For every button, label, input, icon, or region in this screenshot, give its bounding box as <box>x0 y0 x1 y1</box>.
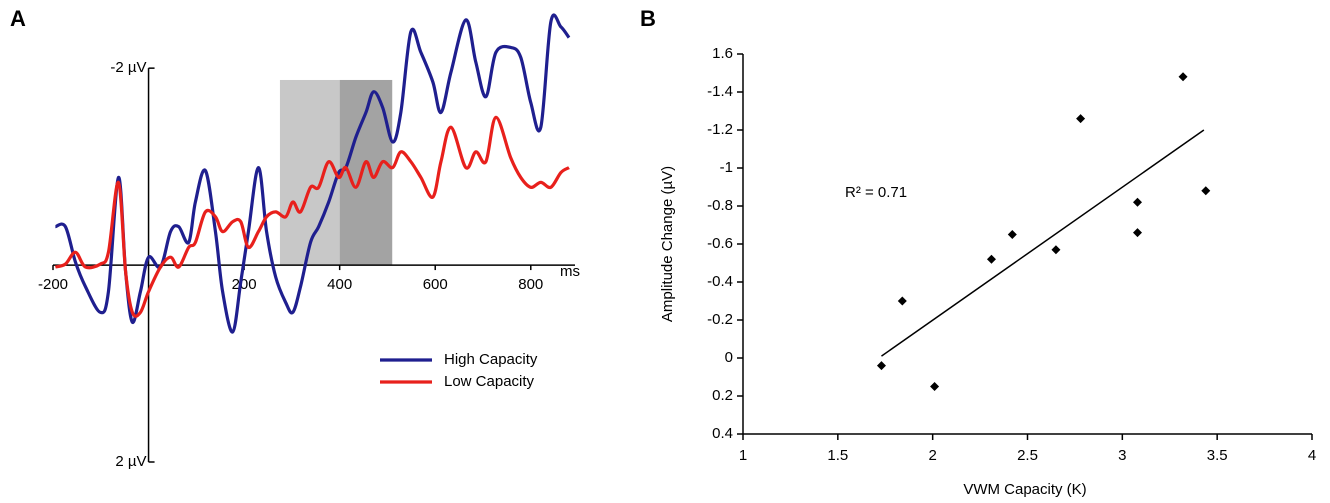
x-tick-label: 400 <box>327 276 352 293</box>
point <box>1178 72 1188 82</box>
annotation: R² = 0.71 <box>845 184 907 201</box>
y-tick-label: -0.2 <box>707 311 733 328</box>
y-tick-label: -1.2 <box>707 121 733 138</box>
point <box>876 361 886 371</box>
y-tick-label: -0.6 <box>707 235 733 252</box>
x-tick-label: 2 <box>928 447 936 464</box>
shaded-region <box>279 79 340 266</box>
x-tick-label: 1 <box>739 447 747 464</box>
x-tick-label: 4 <box>1308 447 1316 464</box>
x-tick-label: 800 <box>518 276 543 293</box>
trendline <box>881 129 1205 357</box>
point <box>986 254 996 264</box>
y-tick-label: -1.4 <box>707 83 733 100</box>
x-tick-label: 3 <box>1118 447 1126 464</box>
x-tick-label: 200 <box>232 276 257 293</box>
y-axis-label: Amplitude Change (µV) <box>659 166 676 322</box>
y-tick-label: 0 <box>725 349 733 366</box>
point <box>1051 245 1061 255</box>
x-tick-label: 600 <box>423 276 448 293</box>
y-tick-label: -2 µV <box>110 59 146 76</box>
x-axis-label: VWM Capacity (K) <box>963 481 1086 498</box>
y-tick-label: -0.4 <box>707 273 733 290</box>
y-tick-label: 2 µV <box>115 453 146 470</box>
point <box>1201 186 1211 196</box>
x-unit-label: ms <box>560 263 580 280</box>
x-tick-label: 1.5 <box>827 447 848 464</box>
legend-label: High Capacity <box>444 351 538 368</box>
point <box>897 296 907 306</box>
y-tick-label: 0.4 <box>712 425 733 442</box>
panel-label: A <box>10 6 26 31</box>
panel-label: B <box>640 6 656 31</box>
x-tick-label: 3.5 <box>1207 447 1228 464</box>
y-tick-label: 0.2 <box>712 387 733 404</box>
y-tick-label: 1.6 <box>712 45 733 62</box>
x-tick-label: 2.5 <box>1017 447 1038 464</box>
point <box>1133 197 1143 207</box>
point <box>930 382 940 391</box>
x-tick-label: -200 <box>38 276 68 293</box>
y-tick-label: -0.8 <box>707 197 733 214</box>
point <box>1133 228 1143 238</box>
line <box>54 115 570 318</box>
point <box>1007 230 1017 239</box>
legend-label: Low Capacity <box>444 373 535 390</box>
y-tick-label: -1 <box>720 159 733 176</box>
line <box>54 13 571 334</box>
point <box>1076 114 1086 124</box>
